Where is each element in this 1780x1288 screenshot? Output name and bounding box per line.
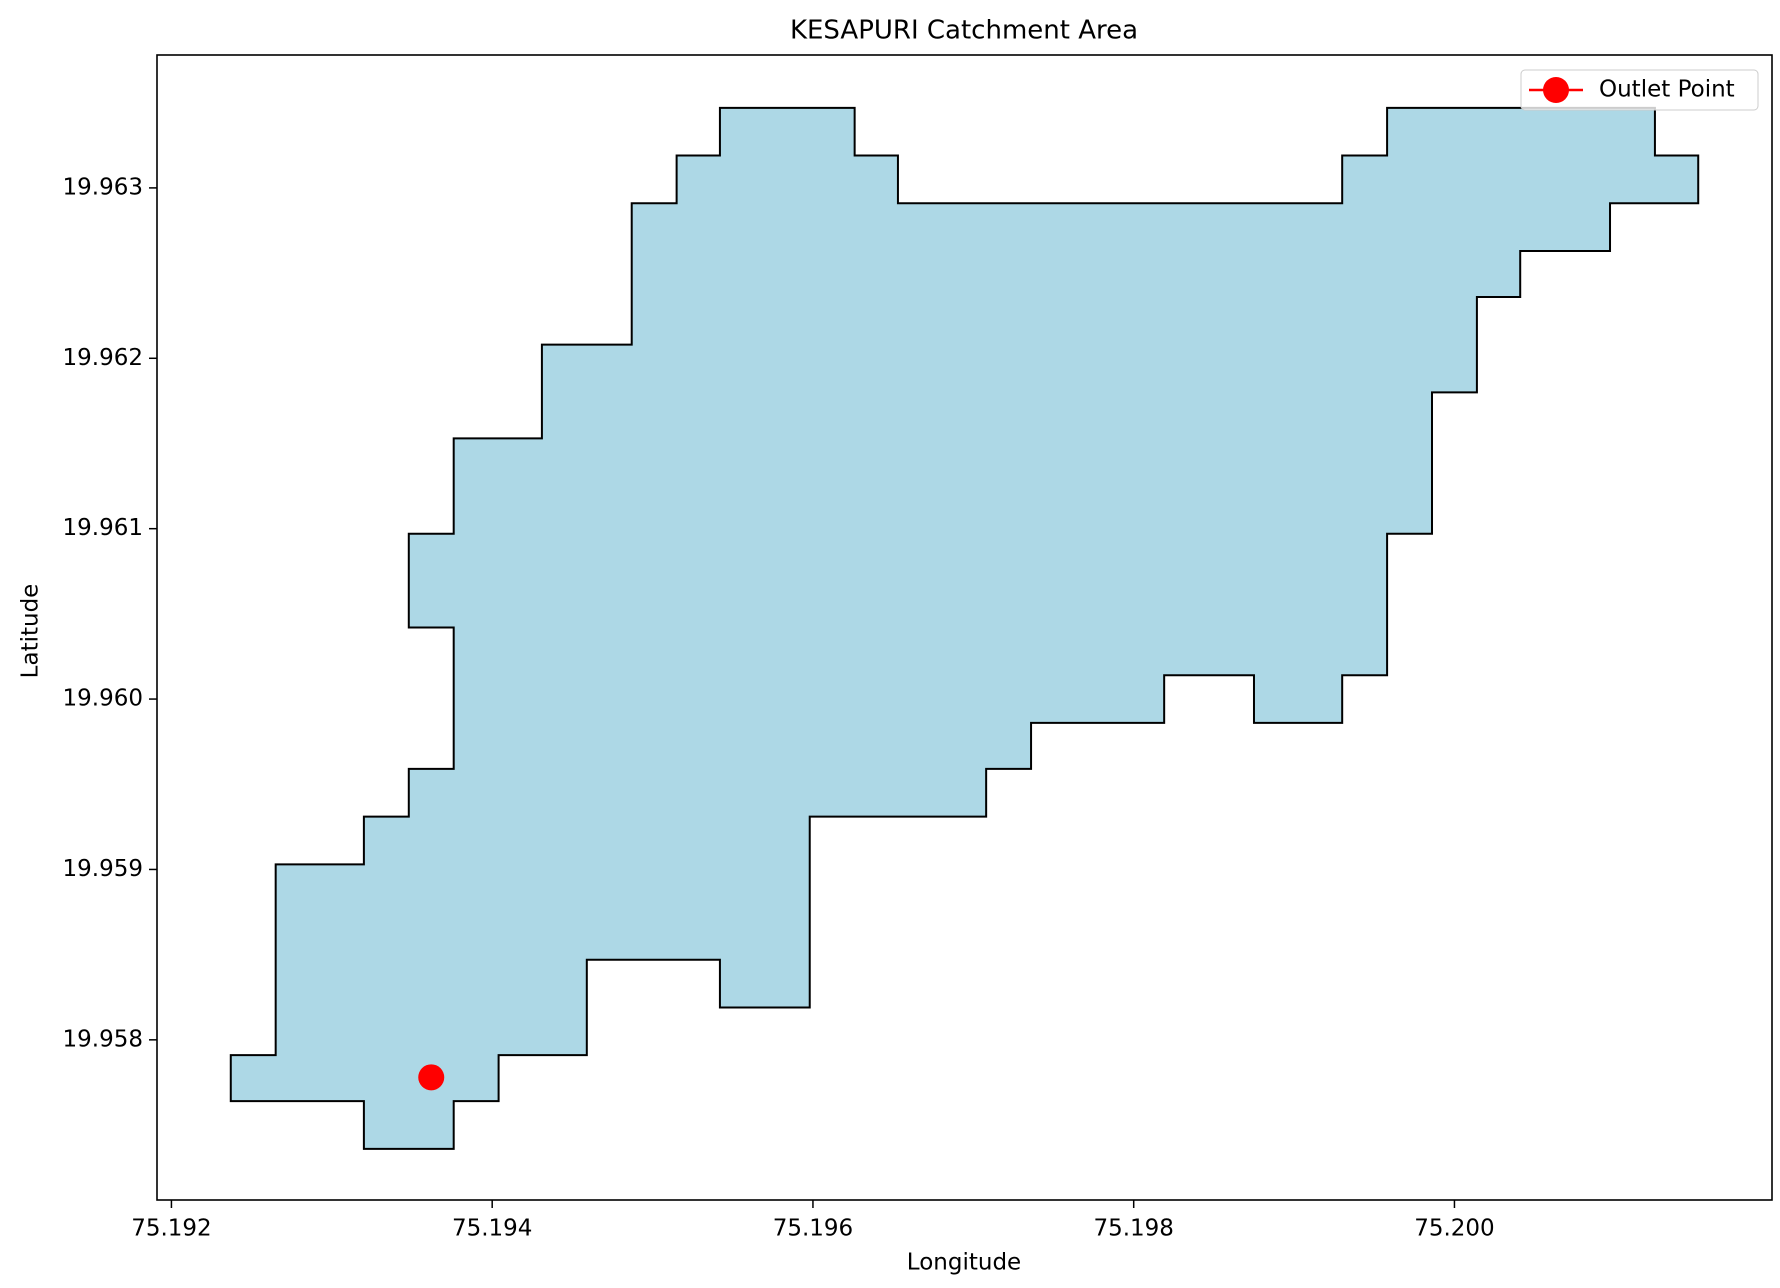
y-tick-label: 19.959 (63, 856, 143, 882)
y-tick-label: 19.963 (63, 174, 143, 200)
x-tick-label: 75.196 (773, 1216, 853, 1242)
y-tick-label: 19.958 (63, 1026, 143, 1052)
outlet-point (418, 1064, 445, 1091)
y-axis-label: Latitude (18, 584, 44, 679)
y-tick-label: 19.961 (63, 515, 143, 541)
x-axis-label: Longitude (907, 1250, 1021, 1276)
legend-box (1520, 69, 1759, 111)
plot-frame (156, 54, 1773, 1201)
x-tick-label: 75.198 (1093, 1216, 1173, 1242)
chart-title: KESAPURI Catchment Area (790, 16, 1138, 46)
legend: Outlet Point (1520, 69, 1759, 111)
x-tick-label: 75.194 (452, 1216, 532, 1242)
x-tick-label: 75.192 (131, 1216, 211, 1242)
y-tick-label: 19.960 (63, 686, 143, 712)
legend-marker (1543, 77, 1569, 103)
catchment-polygon (229, 106, 1700, 1150)
legend-label: Outlet Point (1599, 77, 1735, 103)
y-tick-label: 19.962 (63, 345, 143, 371)
x-tick-label: 75.200 (1414, 1216, 1494, 1242)
